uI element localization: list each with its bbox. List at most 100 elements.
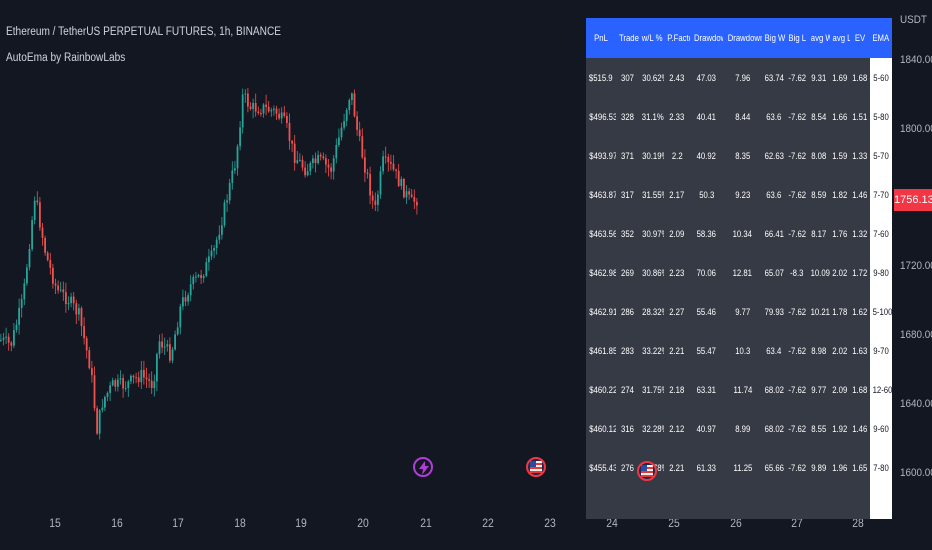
price-tick: 1640.00: [900, 398, 932, 410]
table-cell: 1.59: [830, 136, 850, 175]
candlestick-series: [0, 87, 418, 440]
table-cell: $515.9: [586, 58, 616, 97]
table-cell-value: 70.06: [696, 267, 717, 278]
candle-body: [124, 388, 127, 390]
candle-body: [304, 167, 306, 176]
candle-body: [176, 327, 179, 335]
table-cell-value: 11.25: [733, 462, 752, 473]
table-cell: 8.35: [723, 136, 762, 175]
table-cell: 316: [616, 409, 639, 448]
candle-body: [410, 194, 413, 197]
table-cell: $462.98: [586, 253, 616, 292]
candle-body: [335, 144, 338, 159]
table-cell: 32.28%: [639, 409, 664, 448]
candle-body: [278, 113, 280, 119]
table-cell: 5-60: [870, 58, 892, 97]
candle-body: [319, 154, 322, 157]
table-cell: 8.08: [808, 136, 830, 175]
table-cell: 9.31: [808, 58, 830, 97]
table-cell-value: 307: [621, 72, 634, 83]
candle-body: [195, 276, 197, 278]
candle-body: [41, 227, 44, 238]
table-cell: -8.3: [786, 253, 808, 292]
table-cell: 65.66: [762, 448, 786, 487]
candle-body: [252, 102, 254, 109]
candle-body: [145, 377, 148, 380]
candle-body: [205, 262, 208, 276]
us-flag-icon[interactable]: [526, 457, 546, 477]
table-cell-value: 1.69: [832, 72, 848, 83]
candle-body: [314, 158, 317, 164]
table-cell: -7.62: [786, 448, 808, 487]
chart-canvas[interactable]: [0, 0, 893, 506]
table-cell: 2.09: [830, 370, 850, 409]
candle-body: [28, 249, 31, 268]
symbol-title[interactable]: Ethereum / TetherUS PERPETUAL FUTURES, 1…: [6, 26, 282, 38]
candle-body: [286, 115, 288, 123]
table-cell-value: 2.17: [669, 189, 685, 200]
table-cell: 5-70: [870, 136, 892, 175]
table-cell: 63.6: [762, 97, 786, 136]
table-cell: 1.96: [830, 448, 850, 487]
time-tick: 28: [852, 518, 864, 530]
candle-body: [117, 379, 119, 387]
candle-body: [215, 239, 218, 249]
study-title[interactable]: AutoEma by RainbowLabs: [6, 52, 126, 64]
table-cell: [870, 487, 892, 519]
table-cell: 8.44: [723, 97, 762, 136]
table-cell-value: 61.33: [696, 462, 717, 473]
candle-body: [7, 336, 10, 343]
candle-body: [26, 267, 28, 284]
table-cell-value: 286: [621, 306, 634, 317]
candle-body: [101, 407, 104, 411]
table-cell-value: 63.4: [766, 345, 782, 356]
candle-body: [392, 163, 395, 170]
column-header-label: Big W: [764, 33, 786, 43]
candle-body: [353, 93, 356, 117]
candle-body: [356, 116, 358, 130]
candle-body: [239, 127, 241, 147]
price-scale[interactable]: [893, 0, 932, 506]
lightning-icon[interactable]: [413, 457, 433, 477]
table-cell-value: 8.55: [811, 423, 827, 434]
candle-body: [2, 337, 5, 340]
candle-body: [265, 104, 267, 107]
table-cell: [690, 487, 723, 519]
table-cell: [639, 487, 664, 519]
table-cell: 8.17: [808, 214, 830, 253]
table-cell-value: 63.6: [766, 111, 782, 122]
candle-body: [221, 225, 223, 235]
table-cell-value: 47.03: [696, 72, 717, 83]
table-cell-value: -7.62: [788, 462, 807, 473]
candle-body: [231, 170, 234, 184]
candle-body: [119, 378, 122, 380]
table-row: $462.98 269 30.86% 2.23 70.06 12.81 65.07 -8.3 1…: [586, 253, 892, 292]
table-cell: 55.47: [690, 331, 723, 370]
candle-body: [130, 375, 132, 382]
time-tick: 22: [482, 518, 494, 530]
table-cell: [808, 487, 830, 519]
us-flag-icon[interactable]: [637, 461, 657, 481]
table-cell-value: 10.3: [734, 345, 751, 356]
table-cell: 1.68: [850, 58, 870, 97]
candle-body: [218, 234, 221, 240]
candle-body: [174, 334, 176, 350]
table-cell-value: -7.62: [788, 111, 807, 122]
time-tick: 24: [606, 518, 618, 530]
table-cell-value: 9.23: [734, 189, 751, 200]
table-cell: -7.62: [786, 136, 808, 175]
table-cell: [586, 487, 616, 519]
table-cell: [830, 487, 850, 519]
table-cell: 63.4: [762, 331, 786, 370]
table-cell: 5-80: [870, 97, 892, 136]
table-cell: 1.46: [850, 409, 870, 448]
candle-body: [67, 303, 70, 305]
table-cell: 1.69: [830, 58, 850, 97]
table-cell: 30.62%: [639, 58, 664, 97]
candle-body: [62, 289, 65, 293]
candle-body: [317, 154, 319, 164]
candle-body: [260, 113, 262, 115]
table-cell-value: 2.21: [669, 345, 685, 356]
table-cell-value: 68.02: [764, 423, 784, 434]
table-cell-value: 269: [621, 267, 634, 278]
